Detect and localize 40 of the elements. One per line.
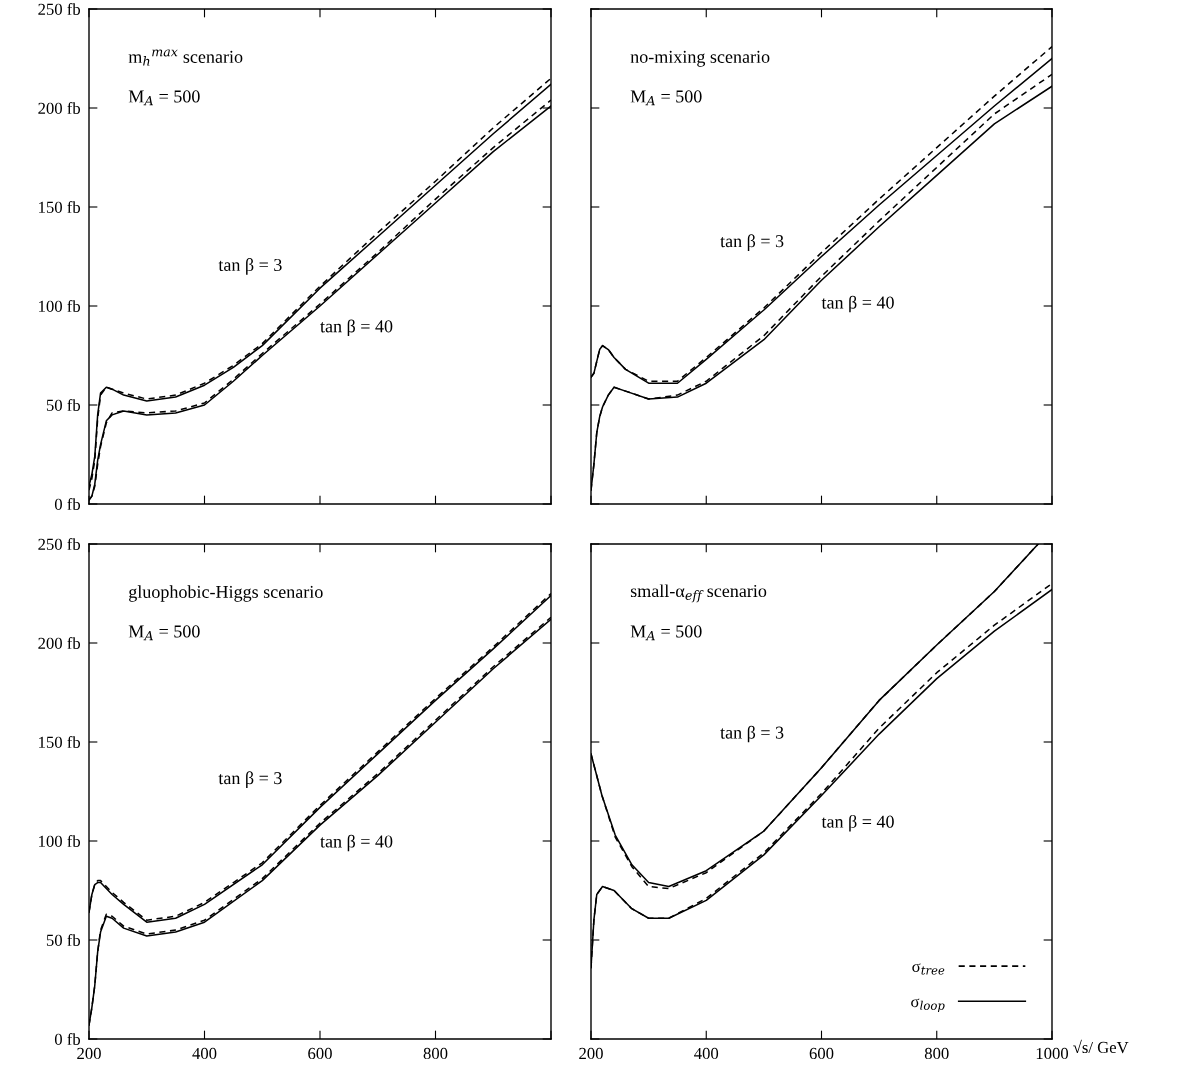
x-tick-label: 600 (809, 1047, 834, 1060)
annotation: tan β = 3 (720, 725, 784, 743)
annotation: tan β = 40 (320, 834, 393, 852)
y-tick-label: 50 fb (46, 934, 81, 946)
x-tick-label: 200 (77, 1047, 101, 1060)
x-tick-label: 200 (579, 1047, 603, 1060)
x-axis-title: √s/ GeV (1073, 1039, 1129, 1054)
annotation: M$_{A}$ = 500 (128, 625, 200, 641)
annotation: M$_{A}$ = 500 (630, 625, 702, 641)
annotation: m$_{h}$$^{max}$ scenario (128, 49, 243, 66)
x-tick-label: 1000 (1036, 1047, 1069, 1060)
y-tick-label: 100 fb (39, 300, 81, 312)
x-tick-label: 800 (423, 1047, 448, 1060)
annotation: M$_{A}$ = 500 (128, 90, 200, 106)
x-tick-label: 400 (694, 1047, 719, 1060)
annotation: M$_{A}$ = 500 (630, 90, 702, 106)
x-tick-label: 600 (308, 1047, 332, 1060)
y-tick-label: 150 fb (39, 736, 81, 748)
x-tick-label: 800 (924, 1047, 949, 1060)
annotation: tan β = 40 (320, 319, 393, 337)
annotation: no-mixing scenario (630, 50, 770, 67)
y-tick-label: 250 fb (38, 3, 81, 15)
y-tick-label: 200 fb (38, 637, 81, 649)
legend-label: σ$_{tree}$ (912, 963, 945, 975)
y-tick-label: 0 fb (54, 1033, 81, 1045)
y-tick-label: 100 fb (39, 835, 81, 847)
y-tick-label: 200 fb (38, 102, 81, 114)
y-tick-label: 50 fb (46, 399, 81, 411)
y-tick-label: 0 fb (54, 498, 81, 510)
y-tick-label: 250 fb (38, 538, 81, 550)
annotation: tan β = 3 (218, 771, 282, 788)
annotation: tan β = 40 (821, 295, 894, 313)
annotation: tan β = 40 (821, 814, 894, 832)
legend-label: σ$_{loop}$ (911, 998, 945, 1013)
annotation: gluophobic-Higgs scenario (129, 585, 323, 602)
x-tick-label: 400 (192, 1047, 217, 1060)
annotation: tan β = 3 (218, 258, 282, 275)
annotation: small-α$_{eff}$ scenario (630, 584, 767, 603)
annotation: tan β = 3 (720, 234, 784, 251)
y-tick-label: 150 fb (39, 201, 81, 213)
